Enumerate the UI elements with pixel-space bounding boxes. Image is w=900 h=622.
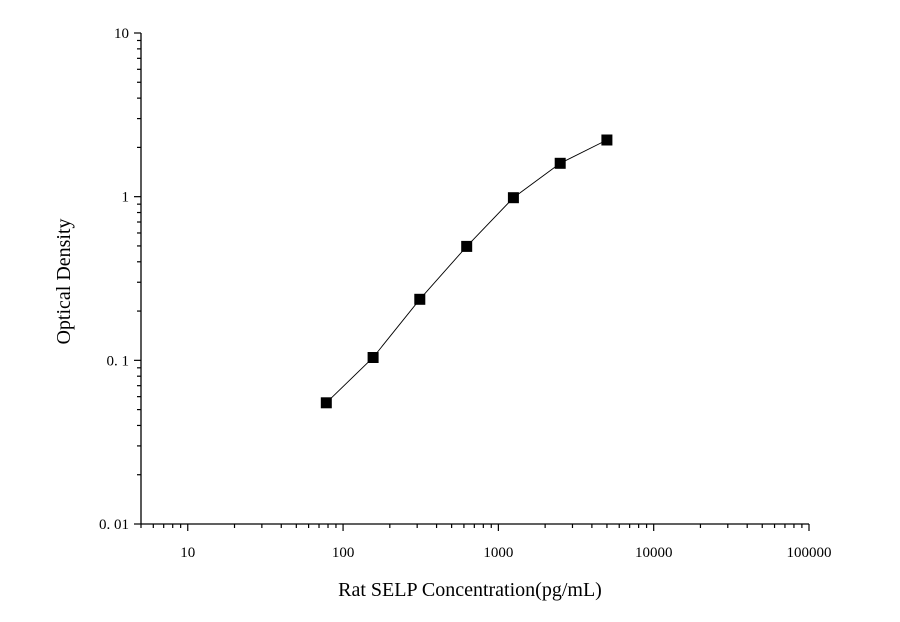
- series: [320, 134, 613, 409]
- data-point: [320, 397, 332, 409]
- ticks: [134, 32, 810, 531]
- data-point: [554, 157, 566, 169]
- x-tick-label: 10: [180, 545, 195, 561]
- x-tick-label: 1000: [483, 545, 513, 561]
- series-line: [325, 139, 608, 404]
- y-tick-label: 1: [122, 190, 130, 206]
- x-tick-label: 100000: [787, 545, 832, 561]
- y-tick-label: 10: [114, 26, 129, 42]
- y-tick-label: 0. 01: [99, 517, 129, 533]
- axes: [140, 33, 809, 525]
- data-point: [414, 293, 426, 305]
- data-point: [461, 240, 473, 252]
- data-point: [367, 352, 379, 363]
- data-point: [601, 134, 613, 146]
- x-tick-label: 10000: [635, 545, 673, 561]
- x-axis-title: Rat SELP Concentration(pg/mL): [338, 579, 602, 601]
- tick-labels: 10 100 1000 10000 100000 0. 01 0. 1 1 10: [99, 26, 832, 561]
- data-point: [507, 192, 519, 204]
- y-tick-label: 0. 1: [107, 353, 130, 369]
- x-tick-label: 100: [332, 545, 355, 561]
- y-axis-title: Optical Density: [53, 218, 75, 344]
